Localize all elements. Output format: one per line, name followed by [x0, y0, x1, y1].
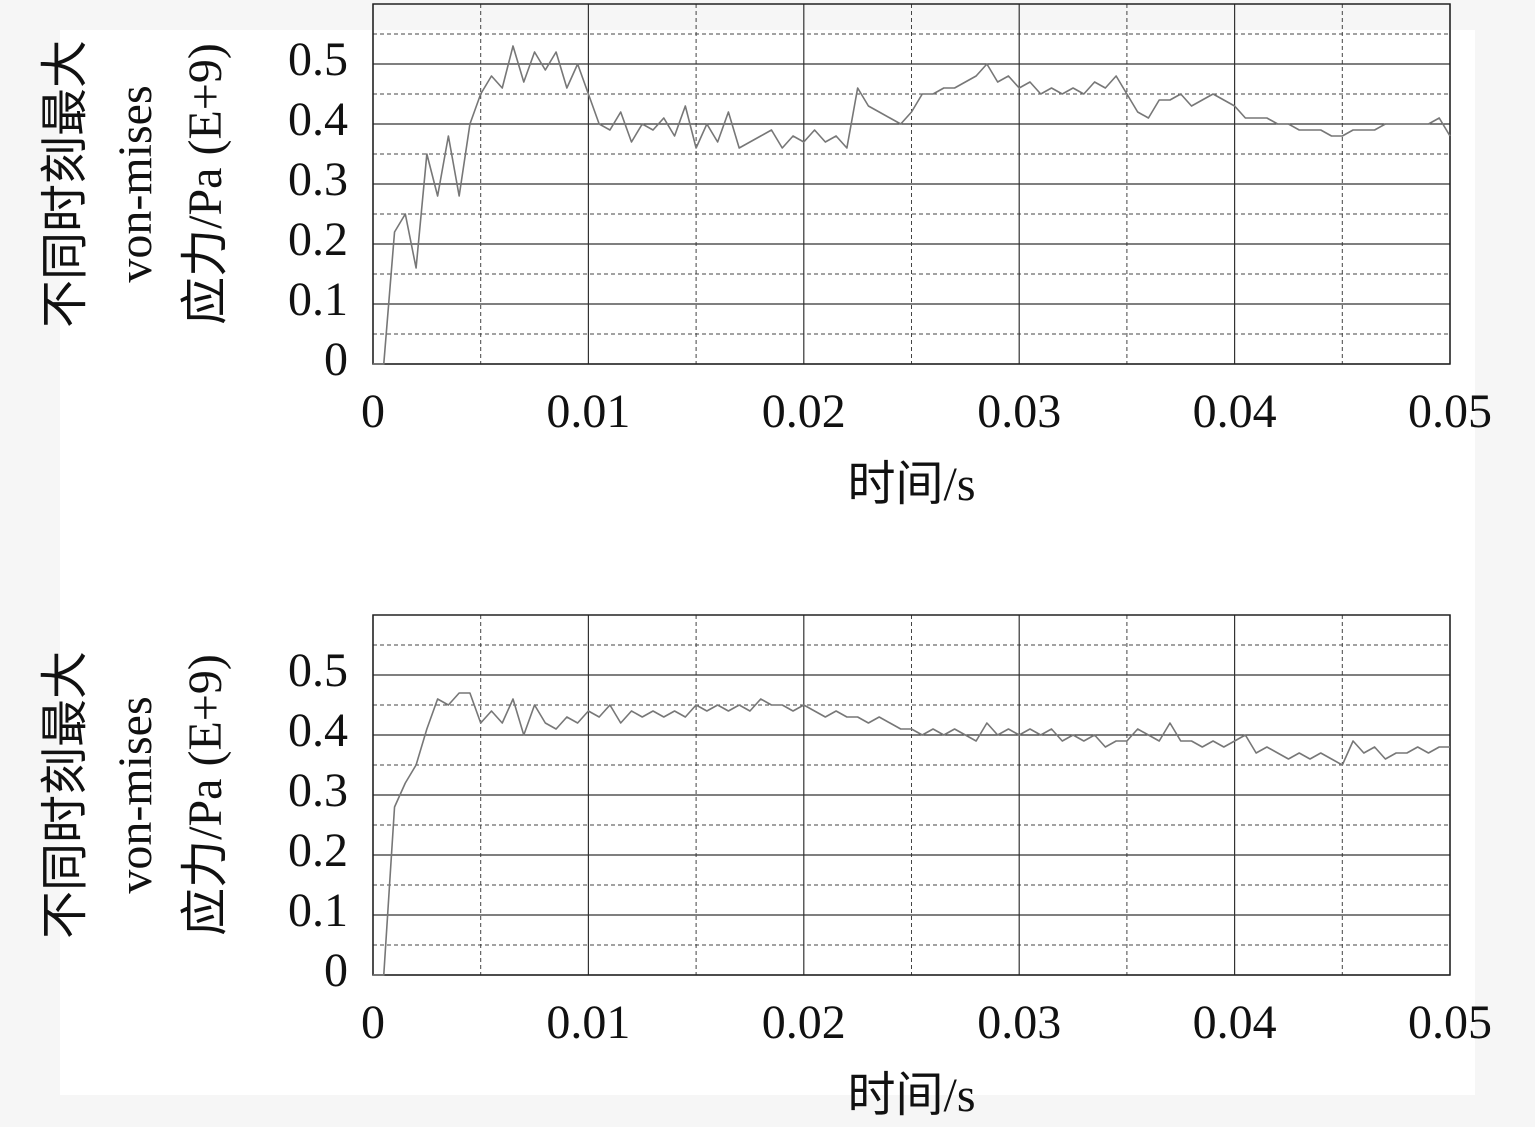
y-tick-label: 0	[324, 944, 348, 997]
y-tick-label: 0.2	[288, 824, 348, 877]
y-axis-label: von-mises	[109, 696, 162, 893]
data-line	[373, 692, 1450, 976]
x-tick-label: 0.01	[546, 385, 630, 438]
y-tick-label: 0.5	[288, 644, 348, 697]
x-tick-label: 0.05	[1408, 385, 1492, 438]
x-tick-label: 0.04	[1193, 996, 1277, 1049]
y-tick-label: 0.3	[288, 153, 348, 206]
y-tick-label: 0.4	[288, 704, 348, 757]
x-tick-label: 0.02	[762, 996, 846, 1049]
y-tick-label: 0	[324, 333, 348, 386]
y-tick-label: 0.2	[288, 213, 348, 266]
x-tick-label: 0	[361, 996, 385, 1049]
x-tick-label: 0.03	[977, 385, 1061, 438]
x-axis-label: 时间/s	[847, 1069, 975, 1122]
y-axis-label: 应力/Pa (E+9)	[179, 654, 232, 936]
x-tick-label: 0.02	[762, 385, 846, 438]
x-tick-label: 0.04	[1193, 385, 1277, 438]
y-axis-label: 应力/Pa (E+9)	[179, 43, 232, 325]
x-tick-label: 0.01	[546, 996, 630, 1049]
y-tick-label: 0.3	[288, 764, 348, 817]
y-tick-label: 0.5	[288, 33, 348, 86]
x-tick-label: 0	[361, 385, 385, 438]
y-axis-label: 不同时刻最大	[39, 40, 92, 328]
x-tick-label: 0.05	[1408, 996, 1492, 1049]
y-tick-label: 0.1	[288, 884, 348, 937]
y-axis-label: von-mises	[109, 85, 162, 282]
x-axis-label: 时间/s	[847, 458, 975, 511]
y-tick-label: 0.4	[288, 93, 348, 146]
plot-frame	[372, 3, 1451, 365]
plot-frame	[372, 614, 1451, 976]
y-tick-label: 0.1	[288, 273, 348, 326]
x-tick-label: 0.03	[977, 996, 1061, 1049]
figure-panel	[60, 30, 1475, 1095]
y-axis-label: 不同时刻最大	[39, 651, 92, 939]
data-line	[373, 45, 1451, 365]
